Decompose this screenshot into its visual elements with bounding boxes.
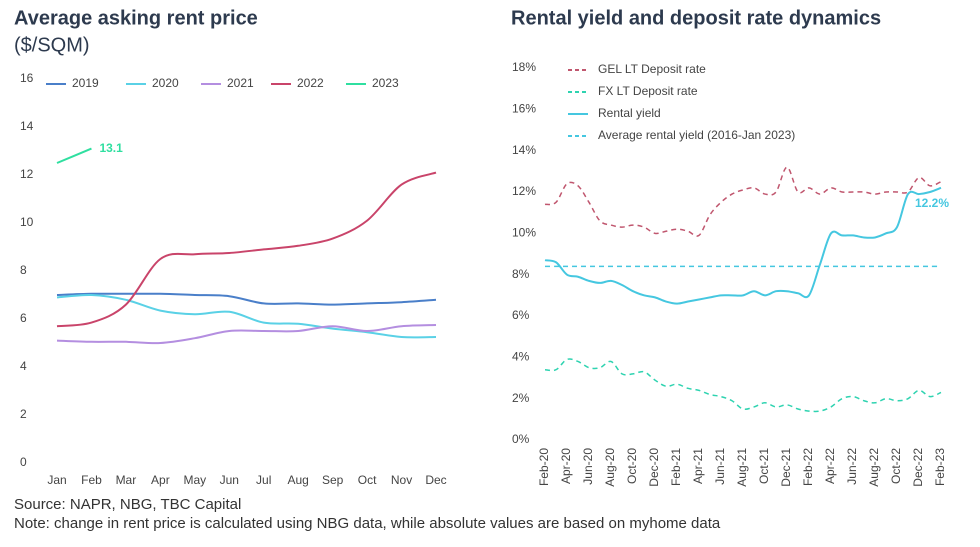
series-line	[56, 171, 437, 328]
x-tick-label: Dec-21	[779, 448, 793, 487]
x-tick-label: Mar	[116, 473, 137, 487]
x-tick-label: Apr-22	[823, 448, 837, 484]
y-tick-label: 0%	[512, 432, 530, 446]
data-label: 12.2%	[915, 196, 949, 210]
x-tick-label: Apr-20	[559, 448, 573, 484]
series-line	[56, 292, 437, 306]
y-tick-label: 0	[20, 455, 27, 469]
legend-label: GEL LT Deposit rate	[598, 62, 706, 76]
series-line	[544, 186, 942, 305]
x-tick-label: Jun-22	[845, 448, 859, 485]
x-tick-label: Aug-21	[735, 448, 749, 487]
x-tick-label: Jun-20	[581, 448, 595, 485]
x-tick-label: Jan	[47, 473, 66, 487]
x-tick-label: Dec	[425, 473, 446, 487]
y-tick-label: 18%	[512, 60, 536, 74]
y-tick-label: 6	[20, 311, 27, 325]
y-tick-label: 8%	[512, 267, 530, 281]
x-tick-label: Dec-22	[911, 448, 925, 487]
x-tick-label: Sep	[322, 473, 344, 487]
chart-title: Rental yield and deposit rate dynamics	[511, 7, 881, 29]
legend-label: 2020	[152, 76, 179, 90]
x-tick-label: Feb-21	[669, 448, 683, 486]
chart-title: Average asking rent price	[14, 7, 258, 29]
note: Note: change in rent price is calculated…	[14, 515, 721, 532]
x-tick-label: Nov	[391, 473, 412, 487]
source: Source: NAPR, NBG, TBC Capital	[14, 496, 241, 513]
y-tick-label: 2%	[512, 391, 530, 405]
x-tick-label: Feb	[81, 473, 102, 487]
x-tick-label: Apr	[151, 473, 170, 487]
series-line	[56, 293, 437, 339]
series-line	[544, 166, 942, 237]
x-tick-label: May	[183, 473, 206, 487]
legend-label: 2021	[227, 76, 254, 90]
x-tick-label: Jun-21	[713, 448, 727, 485]
x-tick-label: Oct-22	[889, 448, 903, 484]
x-tick-label: Aug-20	[603, 448, 617, 487]
legend-label: Average rental yield (2016-Jan 2023)	[598, 128, 795, 142]
y-tick-label: 4%	[512, 350, 530, 364]
y-tick-label: 10	[20, 215, 34, 229]
series-line	[56, 324, 437, 345]
y-tick-label: 14%	[512, 143, 536, 157]
legend-label: Rental yield	[598, 106, 661, 120]
y-tick-label: 12	[20, 167, 34, 181]
x-tick-label: Aug-22	[867, 448, 881, 487]
x-tick-label: Feb-20	[537, 448, 551, 486]
y-tick-label: 16	[20, 71, 34, 85]
x-tick-label: Oct-20	[625, 448, 639, 484]
series-line	[56, 147, 92, 164]
x-tick-label: Jul	[256, 473, 271, 487]
y-tick-label: 4	[20, 359, 27, 373]
x-tick-label: Oct	[358, 473, 377, 487]
x-tick-label: Oct-21	[757, 448, 771, 484]
legend-label: 2022	[297, 76, 324, 90]
chart-subtitle: ($/SQM)	[14, 34, 90, 56]
x-tick-label: Feb-22	[801, 448, 815, 486]
x-tick-label: Jun	[220, 473, 239, 487]
legend-label: 2023	[372, 76, 399, 90]
y-tick-label: 14	[20, 119, 34, 133]
data-label: 13.1	[99, 141, 123, 155]
y-tick-label: 8	[20, 263, 27, 277]
x-tick-label: Feb-23	[933, 448, 947, 486]
legend-label: 2019	[72, 76, 99, 90]
y-tick-label: 16%	[512, 102, 536, 116]
x-tick-label: Dec-20	[647, 448, 661, 487]
y-tick-label: 6%	[512, 308, 530, 322]
series-line	[544, 358, 942, 413]
x-tick-label: Apr-21	[691, 448, 705, 484]
y-tick-label: 12%	[512, 184, 536, 198]
legend-label: FX LT Deposit rate	[598, 84, 698, 98]
y-tick-label: 10%	[512, 226, 536, 240]
y-tick-label: 2	[20, 407, 27, 421]
x-tick-label: Aug	[288, 473, 309, 487]
